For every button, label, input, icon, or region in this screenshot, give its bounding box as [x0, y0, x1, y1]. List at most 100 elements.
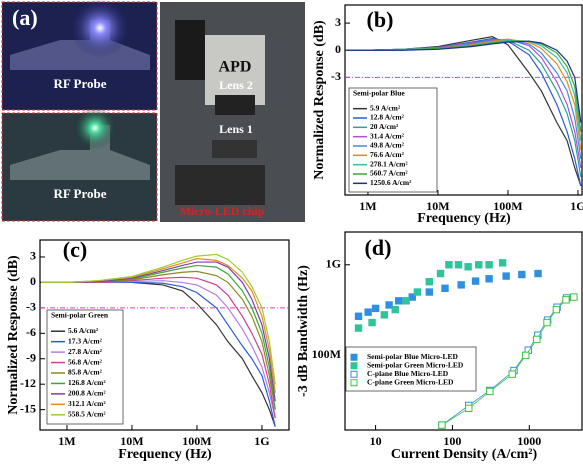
point: [486, 276, 492, 282]
y-tick-label: -9: [26, 351, 36, 365]
x-tick-label: 10: [370, 434, 382, 448]
x-tick-label: 1G: [570, 199, 583, 213]
point: [487, 388, 493, 394]
panel-label: (c): [63, 237, 87, 262]
point: [396, 298, 402, 304]
point: [365, 309, 371, 315]
x-tick-label: 100M: [182, 434, 211, 448]
x-axis-label: Frequency (Hz): [417, 211, 511, 226]
point: [563, 297, 569, 303]
point: [403, 298, 409, 304]
legend-label: C-plane Green Micro-LED: [367, 377, 454, 386]
legend-label: 200.8 A/cm²: [68, 389, 106, 398]
point: [426, 289, 432, 295]
legend-label: 85.8 A/cm²: [68, 368, 103, 377]
legend-label: 17.3 A/cm²: [68, 336, 103, 345]
photo-panel: (a) RF Probe RF Probe APD Lens 2 Lens 1 …: [2, 0, 305, 222]
point: [426, 279, 432, 285]
led-glow: [73, 106, 117, 150]
point: [571, 294, 577, 300]
stage: [175, 165, 265, 205]
probe-label: RF Probe: [53, 76, 106, 91]
y-axis-label: Normalized Response (dB): [312, 20, 327, 180]
legend-label: 558.5 A/cm²: [68, 409, 106, 418]
legend-label: 49.8 A/cm²: [370, 141, 405, 150]
y-tick-label: 0: [30, 274, 36, 288]
legend-label: 278.1 A/cm²: [370, 159, 408, 168]
point: [486, 262, 492, 268]
legend-label: 76.6 A/cm²: [370, 150, 405, 159]
legend-title: Semi-polar Green: [51, 311, 109, 320]
lens-label: Lens 2: [219, 78, 253, 92]
y-tick-label: 1G: [326, 257, 341, 271]
legend-label: 20 A/cm²: [370, 122, 399, 131]
lens-1: [212, 140, 257, 158]
legend-swatch: [351, 380, 357, 386]
x-tick-label: 100: [443, 434, 461, 448]
point: [442, 285, 448, 291]
y-axis-label: Normalized Response (dB): [6, 255, 21, 415]
y-tick-label: -3: [331, 69, 341, 83]
point: [553, 306, 559, 312]
chip-label: Micro-LED chip: [180, 204, 265, 218]
objective: [175, 20, 205, 80]
point: [439, 422, 445, 428]
point: [386, 302, 392, 308]
y-tick-label: -12: [20, 376, 36, 390]
point: [355, 313, 361, 319]
panel-label: (b): [367, 7, 394, 32]
point: [392, 306, 398, 312]
point: [369, 319, 375, 325]
x-tick-label: 10M: [120, 434, 143, 448]
legend-swatch: [351, 363, 357, 369]
y-tick-label: -15: [20, 401, 36, 415]
point: [355, 325, 361, 331]
point: [503, 273, 509, 279]
plot-frame: [345, 232, 582, 430]
lens-2: [215, 95, 255, 115]
apd-label: APD: [219, 59, 252, 76]
y-tick-label: 3: [335, 15, 341, 29]
point: [458, 282, 464, 288]
point: [455, 262, 461, 268]
y-tick-label: -3: [26, 300, 36, 314]
point: [544, 319, 550, 325]
point: [465, 264, 471, 270]
legend-label: 27.8 A/cm²: [68, 347, 103, 356]
point: [381, 312, 387, 318]
legend-label: 31.4 A/cm²: [370, 131, 405, 140]
point: [472, 278, 478, 284]
legend-label: 126.8 A/cm²: [68, 378, 106, 387]
y-tick-label: -6: [26, 325, 36, 339]
panel-label: (d): [365, 235, 392, 260]
figure: (a) RF Probe RF Probe APD Lens 2 Lens 1 …: [0, 0, 583, 466]
legend-label: 1250.6 A/cm²: [370, 178, 412, 187]
legend-label: 312.1 A/cm²: [68, 399, 106, 408]
point: [414, 289, 420, 295]
x-axis-label: Current Density (A/cm²): [391, 447, 538, 462]
point: [437, 270, 443, 276]
legend-label: 560.7 A/cm²: [370, 169, 408, 178]
point: [446, 262, 452, 268]
legend-title: Semi-polar Blue: [353, 89, 405, 98]
legend-label: 5.9 A/cm²: [370, 103, 401, 112]
y-tick-label: 0: [335, 42, 341, 56]
point: [372, 305, 378, 311]
legend-label: 56.8 A/cm²: [68, 357, 103, 366]
x-axis-label: Frequency (Hz): [118, 447, 212, 462]
point: [519, 271, 525, 277]
panel-label: (a): [12, 5, 38, 30]
x-tick-label: 1G: [254, 434, 269, 448]
point: [534, 336, 540, 342]
legend-swatch: [351, 354, 357, 360]
point: [499, 260, 505, 266]
point: [476, 262, 482, 268]
point: [466, 405, 472, 411]
legend-label: 12.8 A/cm²: [370, 113, 405, 122]
x-tick-label: 1M: [58, 434, 75, 448]
legend-label: 5.6 A/cm²: [68, 326, 99, 335]
y-axis-label: -3 dB Bandwidth (Hz): [296, 265, 311, 397]
x-tick-label: 1000: [517, 434, 541, 448]
probe-label: RF Probe: [53, 186, 106, 201]
y-tick-label: 3: [30, 249, 36, 263]
